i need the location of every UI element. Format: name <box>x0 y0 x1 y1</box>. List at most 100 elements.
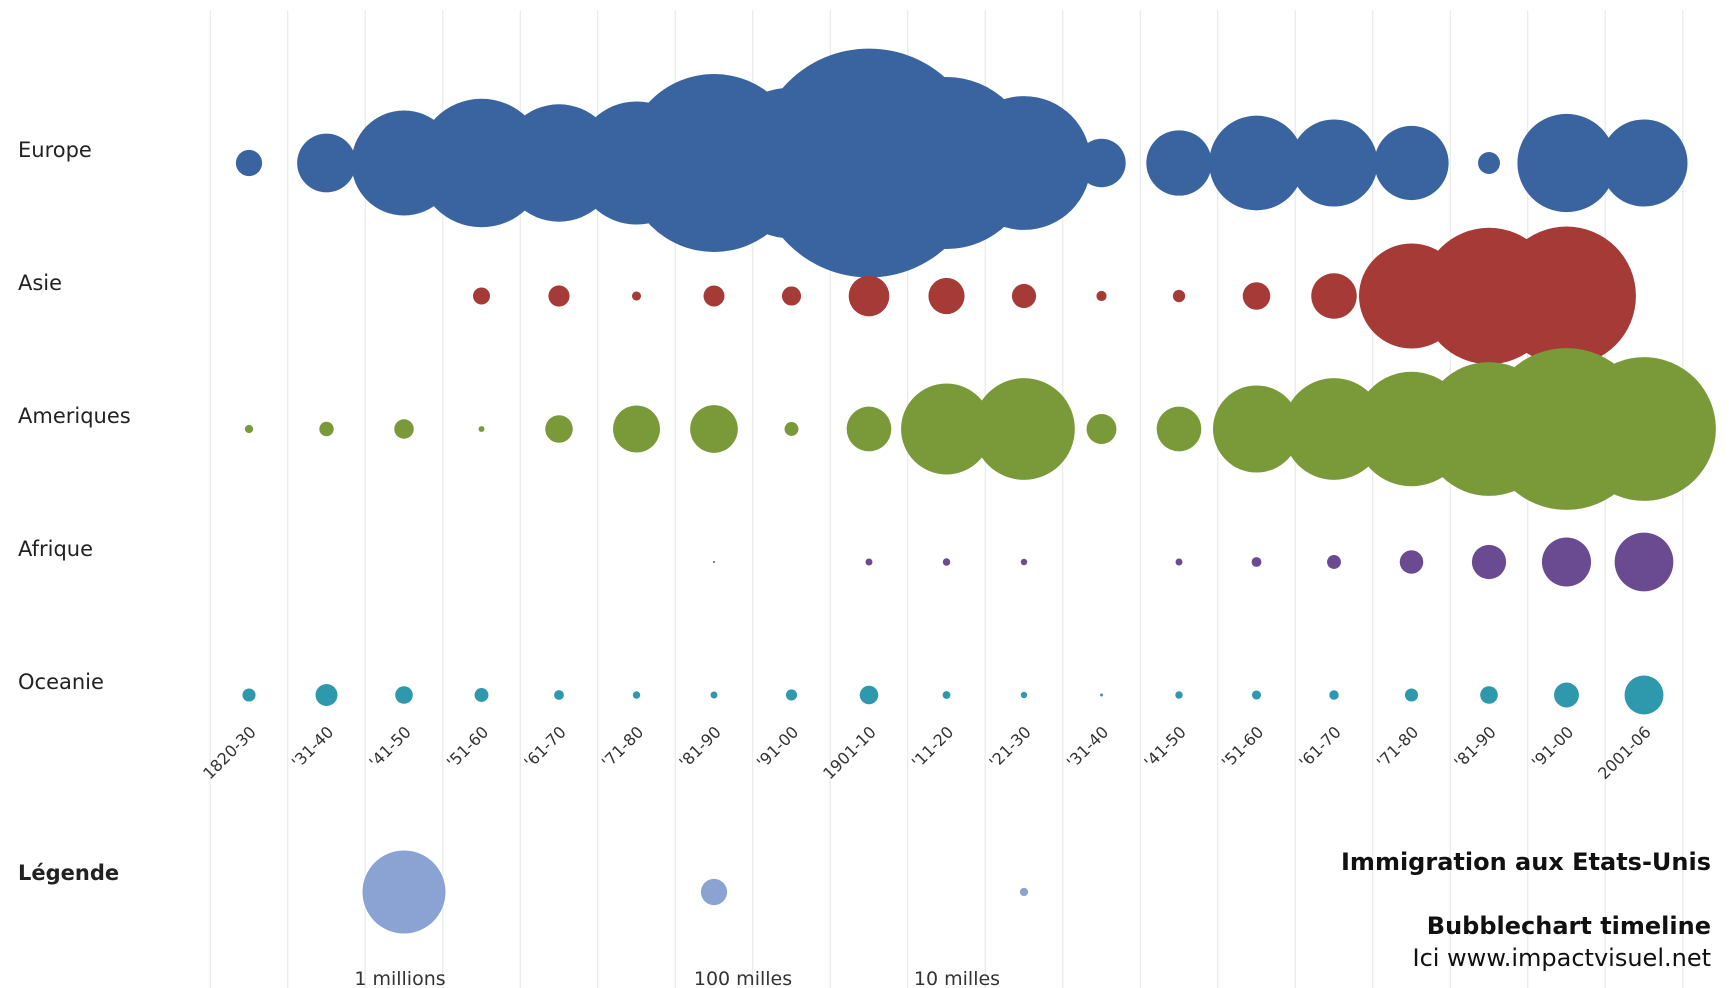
bubble-afrique-17 <box>1541 537 1592 587</box>
bubble-afrique-9 <box>942 558 951 566</box>
bubble-europe-14 <box>1290 119 1378 207</box>
bubble-oceanie-4 <box>554 690 564 700</box>
legend-bubble <box>1019 887 1029 897</box>
bubble-oceanie-9 <box>942 691 951 699</box>
bubble-oceanie-16 <box>1480 686 1498 704</box>
x-tick-label: '31-40 <box>1063 722 1112 771</box>
bubble-ameriques-12 <box>1156 406 1202 452</box>
row-label-oceanie: Oceanie <box>18 670 104 694</box>
bubble-asie-4 <box>548 285 570 307</box>
bubble-ameriques-5 <box>613 405 660 453</box>
x-tick-label: '61-70 <box>520 722 569 771</box>
bubble-afrique-16 <box>1471 544 1507 580</box>
x-tick-label: '41-50 <box>1140 722 1189 771</box>
x-tick-label: '81-90 <box>675 722 724 771</box>
bubble-ameriques-0 <box>244 424 254 434</box>
x-tick-label: '21-30 <box>985 722 1034 771</box>
bubble-oceanie-15 <box>1404 688 1419 702</box>
bubble-oceanie-14 <box>1329 690 1339 700</box>
bubble-europe-10 <box>957 96 1091 230</box>
legend-title: Légende <box>18 861 119 885</box>
bubble-asie-6 <box>703 285 725 307</box>
chart-credit: Ici www.impactvisuel.net <box>1412 944 1711 972</box>
x-tick-label: '51-60 <box>443 722 492 771</box>
x-tick-labels: 1820-30 '31-40 '41-50 '51-60 '61-70 '71-80 '81… <box>199 722 1655 783</box>
bubble-ameriques-11 <box>1086 414 1117 444</box>
x-tick-label: '71-80 <box>598 722 647 771</box>
x-tick-label: '91-00 <box>1528 722 1577 771</box>
bubble-asie-11 <box>1096 290 1107 302</box>
x-tick-label: 1901-10 <box>819 722 880 783</box>
row-label-europe: Europe <box>18 138 92 162</box>
row-labels: Europe Asie Ameriques Afrique Oceanie <box>18 138 131 694</box>
legend-label: 1 millions <box>354 968 445 988</box>
bubble-oceanie-6 <box>710 691 718 699</box>
bubble-ameriques-2 <box>394 419 414 439</box>
bubble-afrique-15 <box>1399 550 1424 574</box>
bubble-asie-13 <box>1242 282 1271 310</box>
bubble-europe-0 <box>235 149 263 177</box>
bubble-oceanie-3 <box>474 688 489 702</box>
x-tick-label: '11-20 <box>908 722 957 771</box>
row-label-afrique: Afrique <box>18 537 93 561</box>
chart-subtitle: Bubblechart timeline <box>1426 912 1711 940</box>
bubble-ameriques-1 <box>319 421 334 437</box>
x-tick-label: '61-70 <box>1295 722 1344 771</box>
bubble-oceanie-10 <box>1020 691 1028 699</box>
bubble-oceanie-7 <box>785 689 798 701</box>
x-tick-label: '31-40 <box>288 722 337 771</box>
bubble-asie-17 <box>1497 226 1636 366</box>
bubble-asie-3 <box>472 287 491 305</box>
bubble-europe-15 <box>1374 125 1449 201</box>
bubble-ameriques-6 <box>690 405 738 453</box>
row-label-asie: Asie <box>18 271 62 295</box>
bubble-afrique-13 <box>1251 557 1262 567</box>
bubble-asie-10 <box>1011 283 1037 309</box>
bubble-ameriques-8 <box>846 406 892 452</box>
bubble-europe-16 <box>1478 152 1500 174</box>
bubble-oceanie-18 <box>1624 675 1664 715</box>
bubble-afrique-18 <box>1614 532 1674 592</box>
bubble-europe-11 <box>1077 138 1126 188</box>
bubble-afrique-6 <box>713 561 715 563</box>
bubble-ameriques-9 <box>901 383 992 475</box>
bubble-europe-13 <box>1209 115 1304 211</box>
bubble-afrique-10 <box>1020 558 1028 566</box>
bubble-oceanie-8 <box>859 685 879 705</box>
bubble-asie-8 <box>848 275 890 317</box>
x-tick-label: '81-90 <box>1450 722 1499 771</box>
bubbles <box>235 48 1716 715</box>
bubble-asie-7 <box>781 286 802 306</box>
bubble-oceanie-13 <box>1251 690 1262 700</box>
x-tick-label: 1820-30 <box>199 722 260 783</box>
x-tick-label: '51-60 <box>1218 722 1267 771</box>
bubble-ameriques-18 <box>1572 357 1716 501</box>
bubble-europe-17 <box>1517 113 1616 213</box>
bubble-asie-9 <box>928 277 965 315</box>
bubble-afrique-14 <box>1327 555 1341 569</box>
row-label-ameriques: Ameriques <box>18 404 131 428</box>
chart-title: Immigration aux Etats-Unis <box>1341 848 1711 876</box>
bubble-europe-12 <box>1146 130 1212 196</box>
legend-label: 10 milles <box>914 968 1000 988</box>
legend-bubble <box>362 850 446 934</box>
bubble-asie-5 <box>631 291 642 301</box>
bubble-europe-1 <box>297 133 356 193</box>
bubble-ameriques-7 <box>784 422 799 436</box>
bubble-ameriques-3 <box>478 426 485 432</box>
x-tick-label: '41-50 <box>365 722 414 771</box>
bubble-ameriques-14 <box>1283 378 1385 480</box>
bubble-oceanie-1 <box>315 684 338 706</box>
bubble-asie-12 <box>1172 289 1186 303</box>
bubble-oceanie-12 <box>1175 691 1183 699</box>
x-tick-label: '71-80 <box>1373 722 1422 771</box>
bubble-afrique-8 <box>865 558 873 566</box>
x-tick-label: '91-00 <box>753 722 802 771</box>
bubble-oceanie-5 <box>632 691 641 699</box>
bubble-oceanie-2 <box>395 686 413 704</box>
bubble-afrique-12 <box>1175 558 1183 566</box>
legend: Légende 1 millions 100 milles 10 milles <box>18 850 1029 988</box>
bubble-oceanie-11 <box>1100 693 1103 697</box>
legend-bubble <box>700 878 728 906</box>
